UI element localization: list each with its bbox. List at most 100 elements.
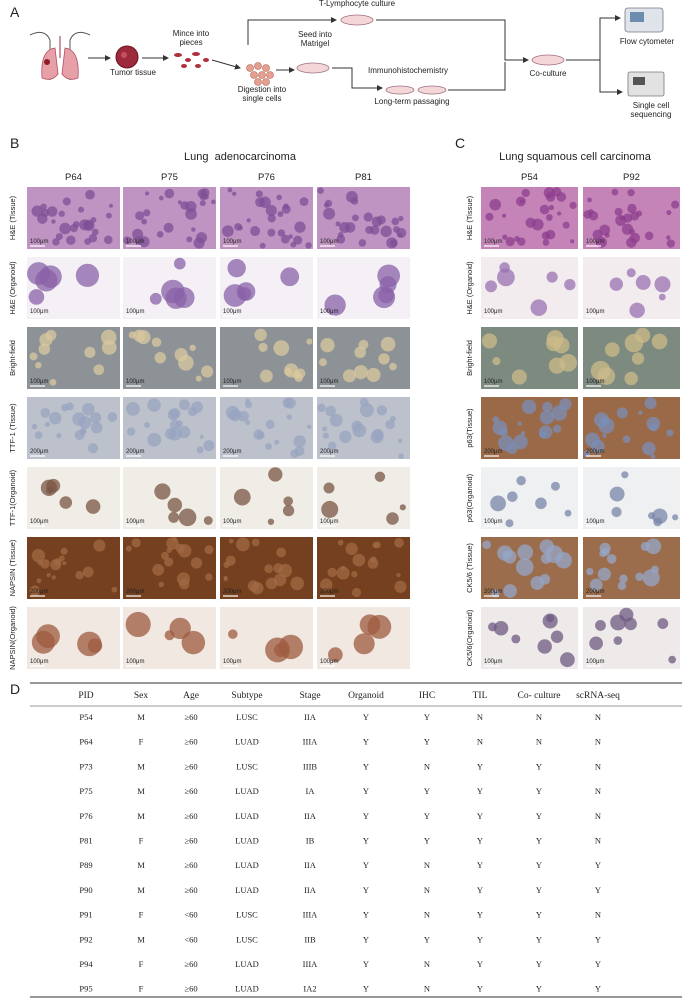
micrograph-texture (174, 348, 188, 362)
micrograph-texture (617, 581, 627, 590)
micrograph-texture (621, 223, 634, 235)
micrograph-texture (498, 435, 514, 451)
table-cell: Y (477, 860, 483, 870)
column-label: P75 (161, 172, 178, 183)
micrograph-texture (193, 237, 205, 249)
scale-bar-label: 100μm (586, 379, 604, 385)
micrograph-texture (562, 221, 570, 229)
micrograph-texture (545, 214, 553, 221)
micrograph-texture (488, 622, 497, 632)
table-cell: LUAD (235, 984, 259, 994)
micrograph: 100μm (27, 607, 120, 669)
micrograph-texture (515, 558, 534, 576)
micrograph-texture (658, 293, 666, 301)
micrograph-texture (31, 548, 46, 563)
row-label: NAPSIN(Organoid) (8, 606, 17, 670)
table-cell: IIIB (303, 761, 317, 771)
scale-bar-label: 100μm (30, 519, 48, 525)
table-cell: Y (536, 885, 542, 895)
column-label: P54 (521, 172, 538, 183)
micrograph: 200μm (123, 397, 216, 459)
micrograph-texture (31, 205, 43, 217)
micrograph-texture (191, 227, 196, 232)
micrograph-texture (293, 235, 303, 245)
table-header: Age (183, 691, 199, 701)
micrograph-texture (485, 280, 498, 293)
micrograph-texture (46, 573, 51, 578)
table-cell: Y (424, 836, 430, 846)
table-cell: IB (306, 836, 315, 846)
micrograph-texture (666, 235, 671, 240)
scale-bar-label: 200μm (30, 589, 48, 595)
micrograph-texture (481, 333, 498, 349)
micrograph-texture (36, 578, 42, 584)
micrograph-texture (545, 229, 556, 240)
micrograph-texture (59, 555, 65, 562)
micrograph-texture (542, 239, 550, 246)
table-cell: IIB (304, 934, 316, 944)
scale-bar-label: 200μm (484, 449, 502, 455)
micrograph-texture (125, 545, 132, 552)
table-cell: IA (306, 786, 316, 796)
micrograph-texture (525, 217, 536, 228)
micrograph-texture (250, 226, 261, 237)
micrograph-texture (211, 199, 216, 205)
micrograph-texture (369, 225, 380, 235)
table-cell: LUAD (235, 786, 259, 796)
table-cell: Y (363, 934, 369, 944)
panel-title: Lung adenocarcinoma (184, 151, 297, 163)
micrograph-texture (503, 550, 517, 564)
table-cell: Y (363, 712, 369, 722)
table-cell: IA2 (303, 984, 316, 994)
row-label: H&E (Tissue) (8, 195, 17, 240)
micrograph-texture (546, 271, 558, 283)
table-cell: Y (595, 959, 601, 969)
column-label: P81 (355, 172, 372, 183)
micrograph-texture (185, 208, 197, 220)
micrograph-texture (223, 284, 247, 307)
scale-bar-label: 100μm (126, 239, 144, 245)
table-cell: LUAD (235, 737, 259, 747)
micrograph-texture (327, 441, 337, 451)
micrograph: 100μm (220, 467, 313, 529)
micrograph-texture (107, 412, 118, 422)
table-cell: ≥60 (184, 761, 197, 771)
table-cell: P54 (79, 712, 93, 722)
micrograph-texture (597, 567, 611, 581)
micrograph-texture (69, 224, 78, 233)
micrograph-texture (557, 211, 562, 216)
micrograph: 100μm (317, 187, 410, 249)
step-label: Co-culture (530, 69, 567, 78)
micrograph-texture (370, 556, 377, 563)
micrograph: 100μm (220, 327, 313, 389)
micrograph-texture (168, 511, 180, 523)
micrograph-texture (178, 399, 190, 411)
scale-bar-label: 100μm (126, 519, 144, 525)
scale-bar-label: 200μm (126, 589, 144, 595)
micrograph-texture (280, 267, 300, 287)
micrograph-texture (222, 225, 234, 238)
scale-bar-label: 100μm (223, 519, 241, 525)
workflow-icons (29, 7, 665, 97)
scale-bar-label: 200μm (320, 589, 338, 595)
scale-bar-label: 100μm (30, 659, 48, 665)
micrograph-texture (337, 539, 344, 546)
micrograph-texture (599, 549, 607, 558)
micrograph-texture (521, 399, 537, 414)
micrograph-texture (273, 340, 290, 356)
scale-bar-label: 100μm (320, 239, 338, 245)
micrograph-texture (492, 420, 508, 436)
micrograph-texture (87, 443, 99, 454)
micrograph-texture (624, 371, 638, 386)
micrograph-texture (543, 187, 555, 199)
micrograph-texture (583, 210, 592, 219)
table-cell: Y (477, 959, 483, 969)
row-label: Bright-field (8, 340, 17, 376)
micrograph-texture (163, 222, 174, 233)
micrograph-texture (35, 361, 42, 369)
micrograph-texture (90, 412, 102, 424)
micrograph: 100μm (481, 607, 578, 669)
table-cell: LUAD (235, 811, 259, 821)
micrograph-texture (507, 491, 518, 502)
